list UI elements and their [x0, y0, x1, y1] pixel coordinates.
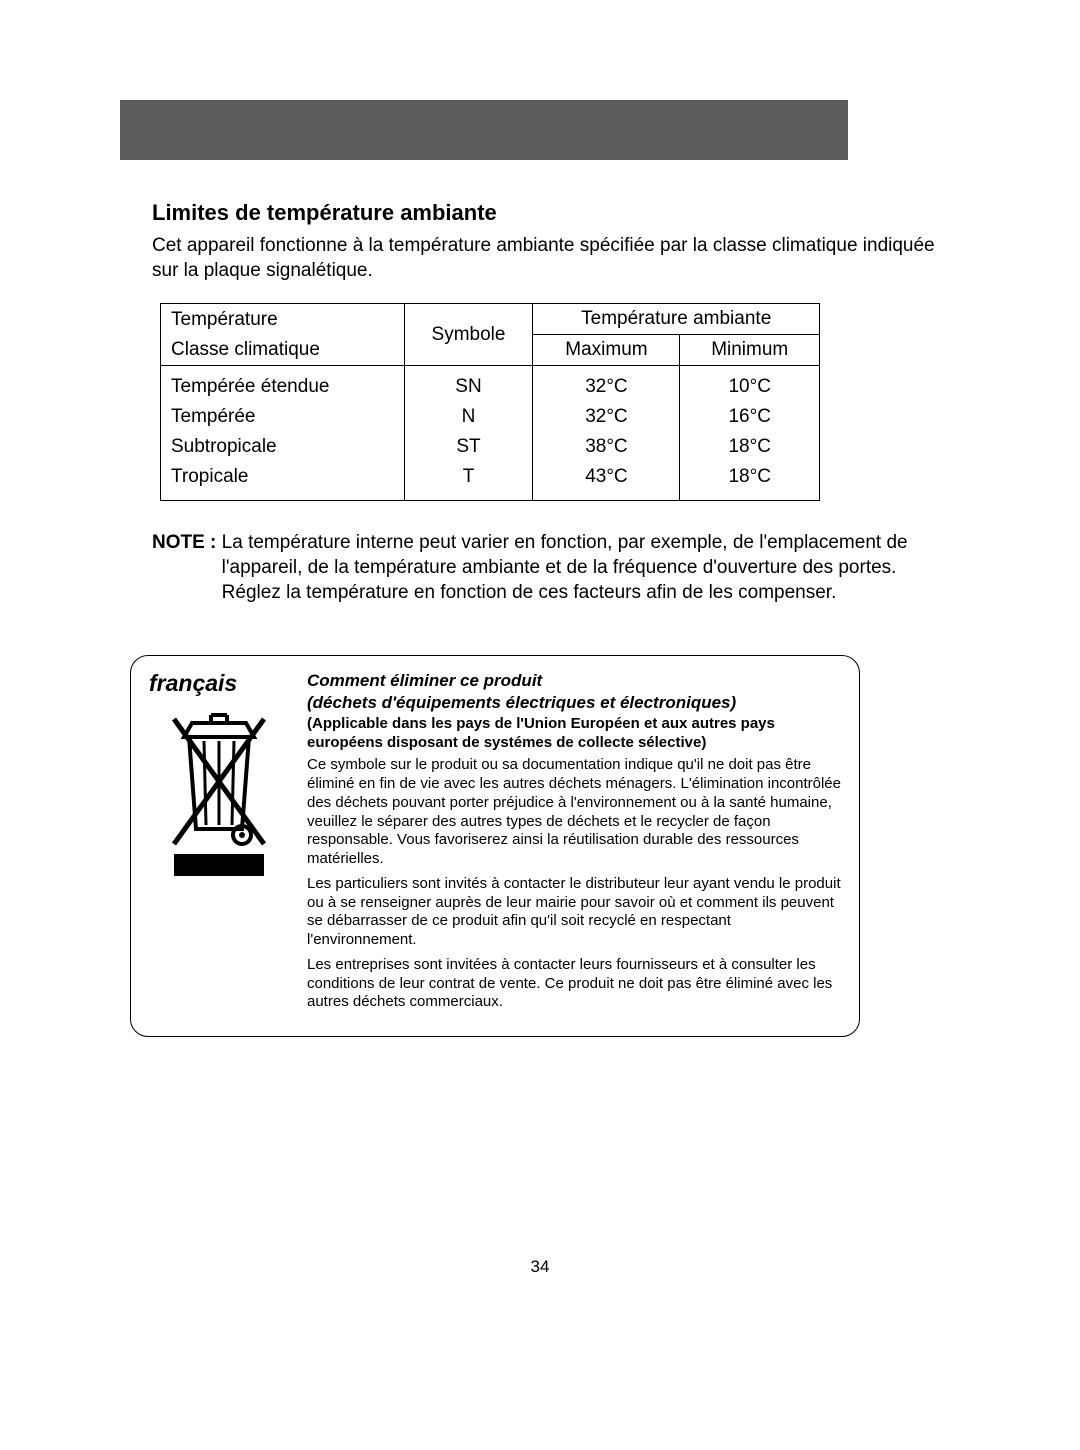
disposal-box: français [130, 655, 860, 1037]
th-temp-class-top: Température [161, 304, 405, 335]
th-temp-class-bottom: Classe climatique [161, 335, 405, 366]
page-number: 34 [120, 1257, 960, 1277]
cell-class: Tempérée étendue [161, 366, 405, 403]
disposal-title: Comment éliminer ce produit [307, 670, 841, 691]
cell-max: 43°C [533, 462, 680, 501]
th-ambient: Température ambiante [533, 304, 820, 335]
section-heading: Limites de température ambiante [152, 200, 960, 226]
th-symbol: Symbole [404, 304, 533, 366]
note-block: NOTE : La température interne peut varie… [152, 531, 928, 605]
cell-class: Tropicale [161, 462, 405, 501]
cell-min: 10°C [680, 366, 820, 403]
cell-class: Subtropicale [161, 432, 405, 462]
disposal-applicable: (Applicable dans les pays de l'Union Eur… [307, 715, 841, 753]
cell-symbol: N [404, 402, 533, 432]
language-label: français [149, 670, 289, 697]
header-banner [120, 100, 848, 160]
cell-min: 16°C [680, 402, 820, 432]
cell-symbol: SN [404, 366, 533, 403]
climate-table: Température Symbole Température ambiante… [160, 303, 820, 501]
cell-symbol: ST [404, 432, 533, 462]
cell-symbol: T [404, 462, 533, 501]
disposal-subtitle: (déchets d'équipements électriques et él… [307, 692, 841, 713]
cell-class: Tempérée [161, 402, 405, 432]
cell-min: 18°C [680, 432, 820, 462]
disposal-p1: Ce symbole sur le produit ou sa document… [307, 756, 841, 869]
note-label: NOTE : [152, 531, 222, 605]
intro-paragraph: Cet appareil fonctionne à la température… [152, 234, 960, 283]
th-min: Minimum [680, 335, 820, 366]
cell-max: 32°C [533, 366, 680, 403]
cell-max: 38°C [533, 432, 680, 462]
disposal-p3: Les entreprises sont invitées à contacte… [307, 956, 841, 1012]
disposal-p2: Les particuliers sont invités à contacte… [307, 875, 841, 950]
note-body: La température interne peut varier en fo… [222, 531, 928, 605]
weee-icon [164, 709, 274, 884]
th-max: Maximum [533, 335, 680, 366]
cell-min: 18°C [680, 462, 820, 501]
cell-max: 32°C [533, 402, 680, 432]
